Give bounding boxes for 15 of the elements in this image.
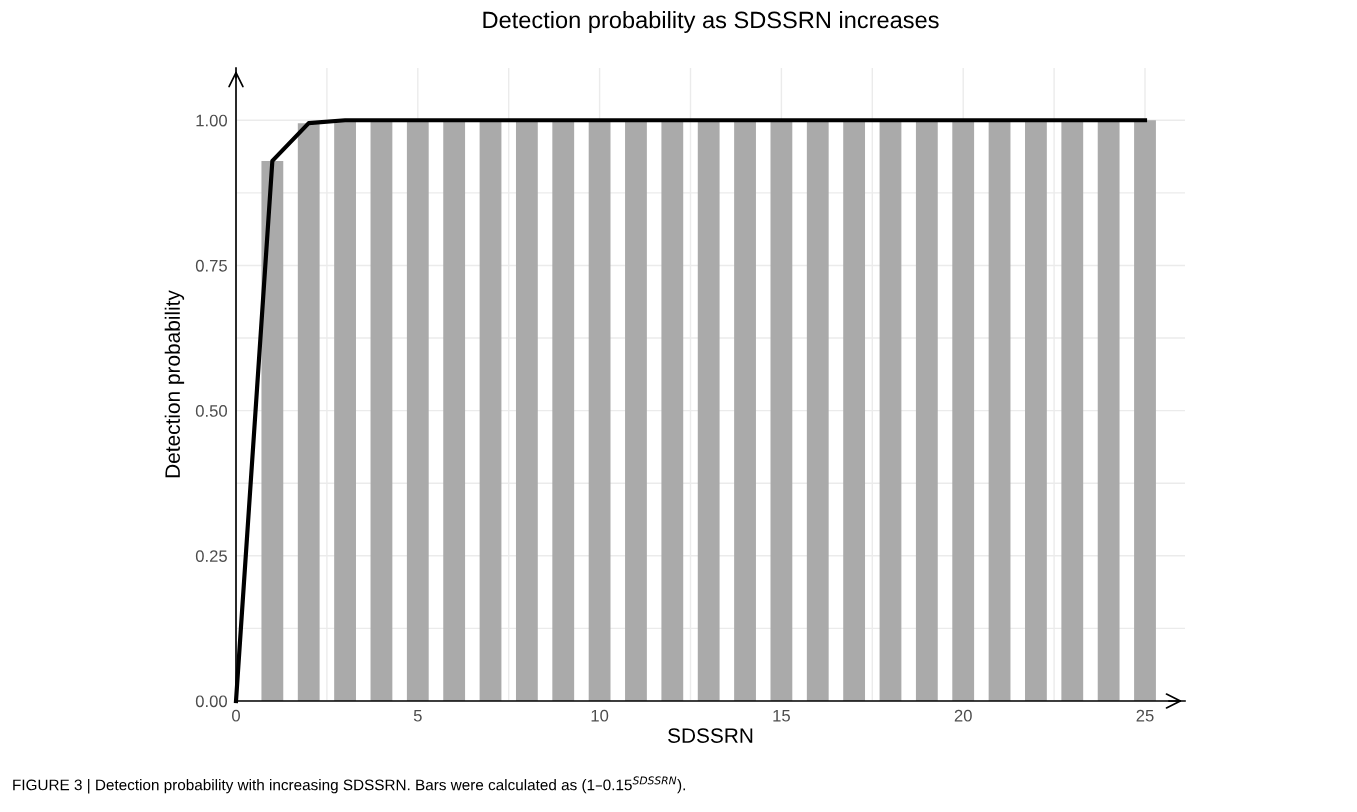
x-tick-label: 15: [773, 709, 790, 722]
y-tick-label: 0.00: [195, 695, 228, 708]
x-tick-label: 25: [1136, 709, 1154, 722]
chart-title: Detection probability as SDSSRN increases: [483, 11, 939, 33]
y-tick-label: 0.50: [195, 405, 228, 417]
x-tick-label: 5: [413, 709, 422, 722]
y-tick-label: 0.25: [195, 550, 227, 563]
y-tick-label: 0.75: [195, 259, 227, 272]
x-tick-label: 10: [591, 709, 609, 722]
x-tick-label: 20: [954, 709, 972, 722]
x-tick-label: 0: [232, 709, 240, 722]
x-axis-title: SDSSRN: [668, 728, 753, 743]
caption: FIGURE 3 | Detection probability with increasing SDSSRN. Bars were calculated as (1–0.15$^{SDSSRN}$).: [13, 776, 685, 794]
y-tick-label: 1.00: [196, 114, 228, 127]
y-axis-title: Detection probability: [164, 290, 185, 478]
